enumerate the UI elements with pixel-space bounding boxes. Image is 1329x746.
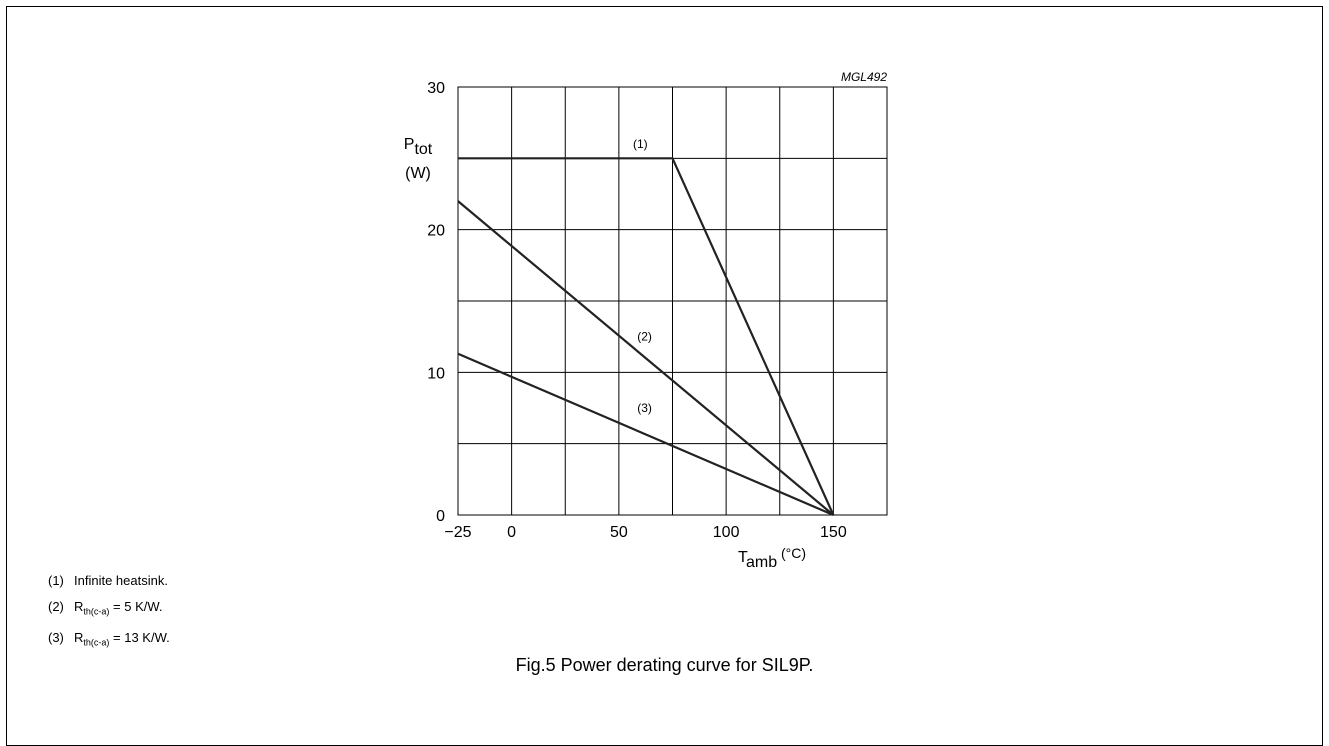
note-value: = 13 K/W. <box>109 629 170 645</box>
series-label-1: (1) <box>633 137 648 151</box>
x-axis-label-sub: amb <box>746 554 777 571</box>
x-tick-label: 50 <box>610 524 628 541</box>
plot-border <box>457 86 888 516</box>
chart-series: (1) (2) (3) <box>457 137 835 517</box>
x-tick-label: −25 <box>444 524 471 541</box>
series-line-2 <box>457 200 835 516</box>
chart-notes: (1) Infinite heatsink. (2) Rth(c-a) = 5 … <box>48 568 170 655</box>
chart-grid <box>458 87 887 515</box>
note-1: (1) Infinite heatsink. <box>48 568 170 594</box>
x-axis-label-main: T <box>738 549 748 566</box>
x-axis-label: Tamb (°C) <box>738 545 806 571</box>
note-text: Infinite heatsink. <box>74 573 168 588</box>
note-number: (1) <box>48 573 64 588</box>
y-tick-label: 10 <box>427 365 445 382</box>
y-axis-label-main: P <box>404 136 415 153</box>
y-tick-label: 30 <box>427 80 445 97</box>
y-tick-label: 20 <box>427 223 445 240</box>
x-tick-label: 100 <box>713 524 740 541</box>
series-label-3: (3) <box>637 401 652 415</box>
y-axis-unit: (W) <box>405 165 431 182</box>
note-subscript: th(c-a) <box>83 637 110 648</box>
series-line-1 <box>458 157 835 516</box>
series-line-3 <box>457 352 834 517</box>
series-label-2: (2) <box>637 330 652 344</box>
note-value: = 5 K/W. <box>109 599 163 614</box>
x-axis-label-unit: (°C) <box>777 545 806 561</box>
note-number: (2) <box>48 599 64 614</box>
y-axis-label-sub: tot <box>414 141 432 158</box>
x-tick-label: 0 <box>507 524 516 541</box>
note-subscript: th(c-a) <box>83 606 110 617</box>
note-text: Rth(c-a) = 5 K/W. <box>74 594 163 625</box>
note-3: (3) Rth(c-a) = 13 K/W. <box>48 625 170 656</box>
note-text: Rth(c-a) = 13 K/W. <box>74 625 170 656</box>
note-symbol: R <box>74 599 84 614</box>
note-symbol: R <box>74 629 84 645</box>
y-axis-label: Ptot <box>404 136 433 158</box>
figure-code: MGL492 <box>841 70 887 84</box>
figure-caption-text: Fig.5 Power derating curve for SIL9P. <box>515 655 814 675</box>
y-tick-label: 0 <box>436 508 445 525</box>
note-number: (3) <box>48 629 64 645</box>
figure-caption: Fig.5 Power derating curve for SIL9P. <box>0 655 1329 676</box>
note-2: (2) Rth(c-a) = 5 K/W. <box>48 594 170 625</box>
x-tick-label: 150 <box>820 524 847 541</box>
